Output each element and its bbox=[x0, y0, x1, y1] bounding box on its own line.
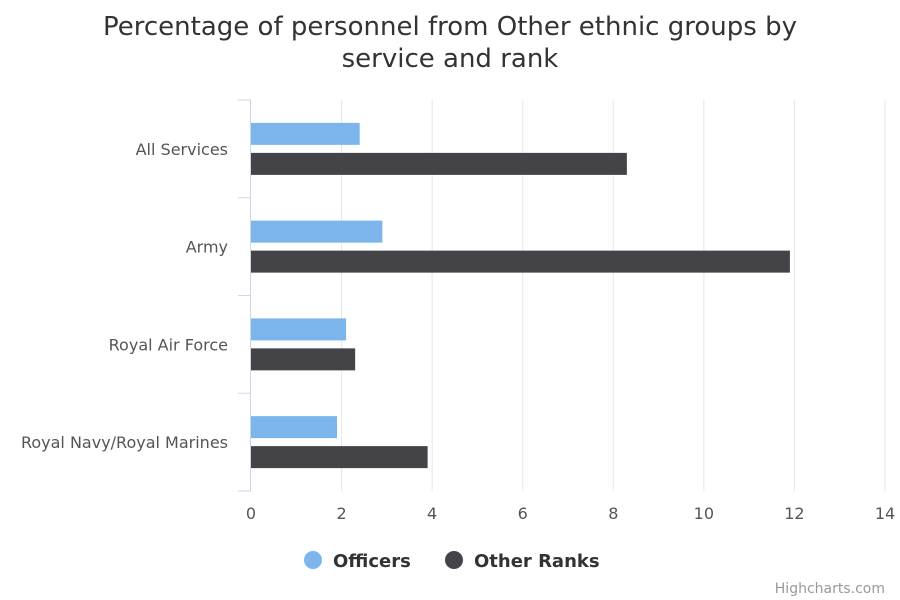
bar-officers[interactable] bbox=[251, 220, 383, 243]
bar-officers[interactable] bbox=[251, 122, 360, 145]
category-labels: All Services Army Royal Air Force Royal Nav… bbox=[21, 140, 228, 452]
tick-label: 2 bbox=[336, 504, 346, 523]
category-axis bbox=[238, 99, 251, 492]
bar-other-ranks[interactable] bbox=[251, 446, 428, 469]
tick-label: 12 bbox=[784, 504, 804, 523]
legend-symbol-officers[interactable] bbox=[304, 551, 322, 569]
tick-label: 4 bbox=[427, 504, 437, 523]
bars bbox=[251, 122, 790, 469]
category-label: Royal Navy/Royal Marines bbox=[21, 433, 228, 452]
bar-other-ranks[interactable] bbox=[251, 152, 627, 175]
legend-item-officers[interactable]: Officers bbox=[333, 551, 411, 572]
credits-link[interactable]: Highcharts.com bbox=[775, 581, 885, 597]
category-label: Royal Air Force bbox=[109, 335, 228, 354]
bar-officers[interactable] bbox=[251, 416, 338, 439]
legend-symbol-other-ranks[interactable] bbox=[445, 551, 463, 569]
bar-officers[interactable] bbox=[251, 318, 347, 341]
value-axis-ticks: 0 2 4 6 8 10 12 14 bbox=[246, 504, 895, 523]
tick-label: 0 bbox=[246, 504, 256, 523]
bar-other-ranks[interactable] bbox=[251, 348, 356, 371]
bar-other-ranks[interactable] bbox=[251, 250, 790, 273]
tick-label: 6 bbox=[518, 504, 528, 523]
chart-title-line-1: Percentage of personnel from Other ethni… bbox=[103, 12, 797, 42]
tick-label: 14 bbox=[875, 504, 895, 523]
category-label: All Services bbox=[136, 140, 228, 159]
chart-title-line-2: service and rank bbox=[342, 44, 559, 74]
tick-label: 10 bbox=[694, 504, 714, 523]
category-label: Army bbox=[186, 238, 228, 257]
legend: Officers Other Ranks bbox=[304, 551, 600, 572]
legend-item-other-ranks[interactable]: Other Ranks bbox=[474, 551, 600, 572]
tick-label: 8 bbox=[608, 504, 618, 523]
